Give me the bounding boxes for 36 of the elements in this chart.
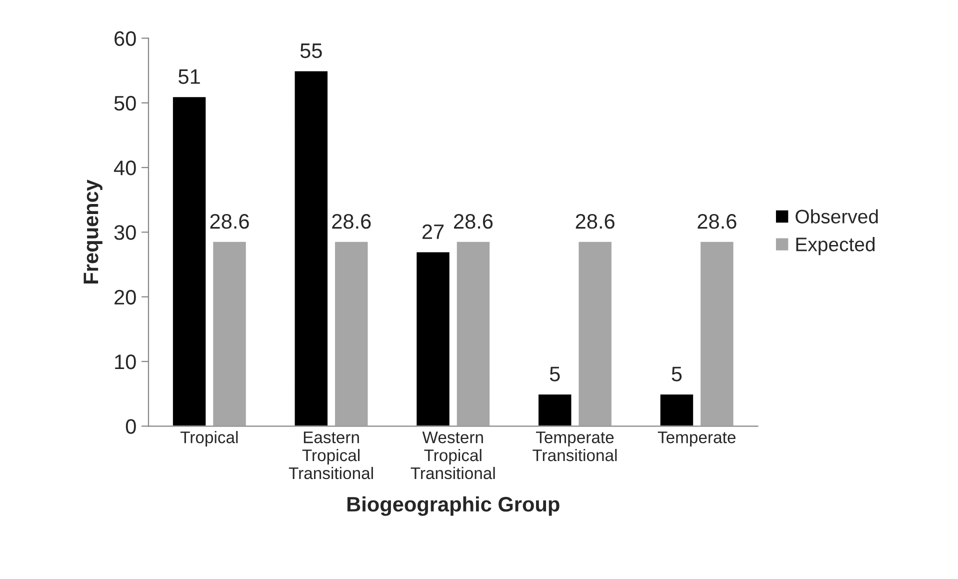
x-tick-label: Temperate Transitional xyxy=(532,432,617,462)
data-label: 28.6 xyxy=(332,214,371,229)
x-tick-label: Temperate xyxy=(658,432,736,447)
bar xyxy=(658,393,694,426)
y-tick-label: 60 xyxy=(114,31,136,46)
y-axis-title: Frequency xyxy=(84,180,102,284)
data-label: 28.6 xyxy=(698,214,736,229)
bar xyxy=(415,250,451,426)
x-tick-label: Eastern Tropical Transitional xyxy=(288,432,373,480)
y-tick-label: 30 xyxy=(114,225,136,240)
bar xyxy=(212,240,248,426)
x-axis-title: Biogeographic Group xyxy=(347,496,560,516)
bar xyxy=(577,240,613,426)
x-tick-label: Western Tropical Transitional xyxy=(410,432,495,480)
data-label: 5 xyxy=(550,366,560,382)
bar xyxy=(699,240,735,426)
bar xyxy=(455,240,491,426)
bar xyxy=(334,240,370,426)
data-label: 55 xyxy=(300,44,322,58)
y-tick-label: 20 xyxy=(114,290,136,305)
legend-label: Expected xyxy=(796,237,875,256)
data-label: 28.6 xyxy=(210,214,249,229)
bar xyxy=(293,70,329,426)
y-tick-label: 0 xyxy=(126,419,136,434)
data-label: 28.6 xyxy=(576,214,614,229)
data-label: 51 xyxy=(178,69,200,84)
data-label: 27 xyxy=(422,224,444,239)
x-tick-label: Tropical xyxy=(180,431,238,447)
y-tick-label: 40 xyxy=(114,160,136,176)
data-label: 5 xyxy=(672,366,682,382)
y-tick-label: 10 xyxy=(115,354,136,370)
bar xyxy=(537,393,573,426)
data-label: 28.6 xyxy=(454,214,493,229)
legend-label: Observed xyxy=(796,209,878,224)
bar xyxy=(172,96,208,426)
y-tick-label: 50 xyxy=(114,96,136,111)
